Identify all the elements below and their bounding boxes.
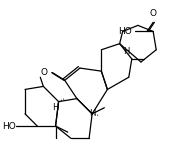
Text: H: H <box>89 109 95 118</box>
Text: O: O <box>150 9 157 18</box>
Text: O: O <box>41 68 48 77</box>
Text: H: H <box>52 103 59 112</box>
Text: H: H <box>123 47 129 56</box>
Text: HO: HO <box>2 122 16 131</box>
Text: HO: HO <box>118 27 132 36</box>
